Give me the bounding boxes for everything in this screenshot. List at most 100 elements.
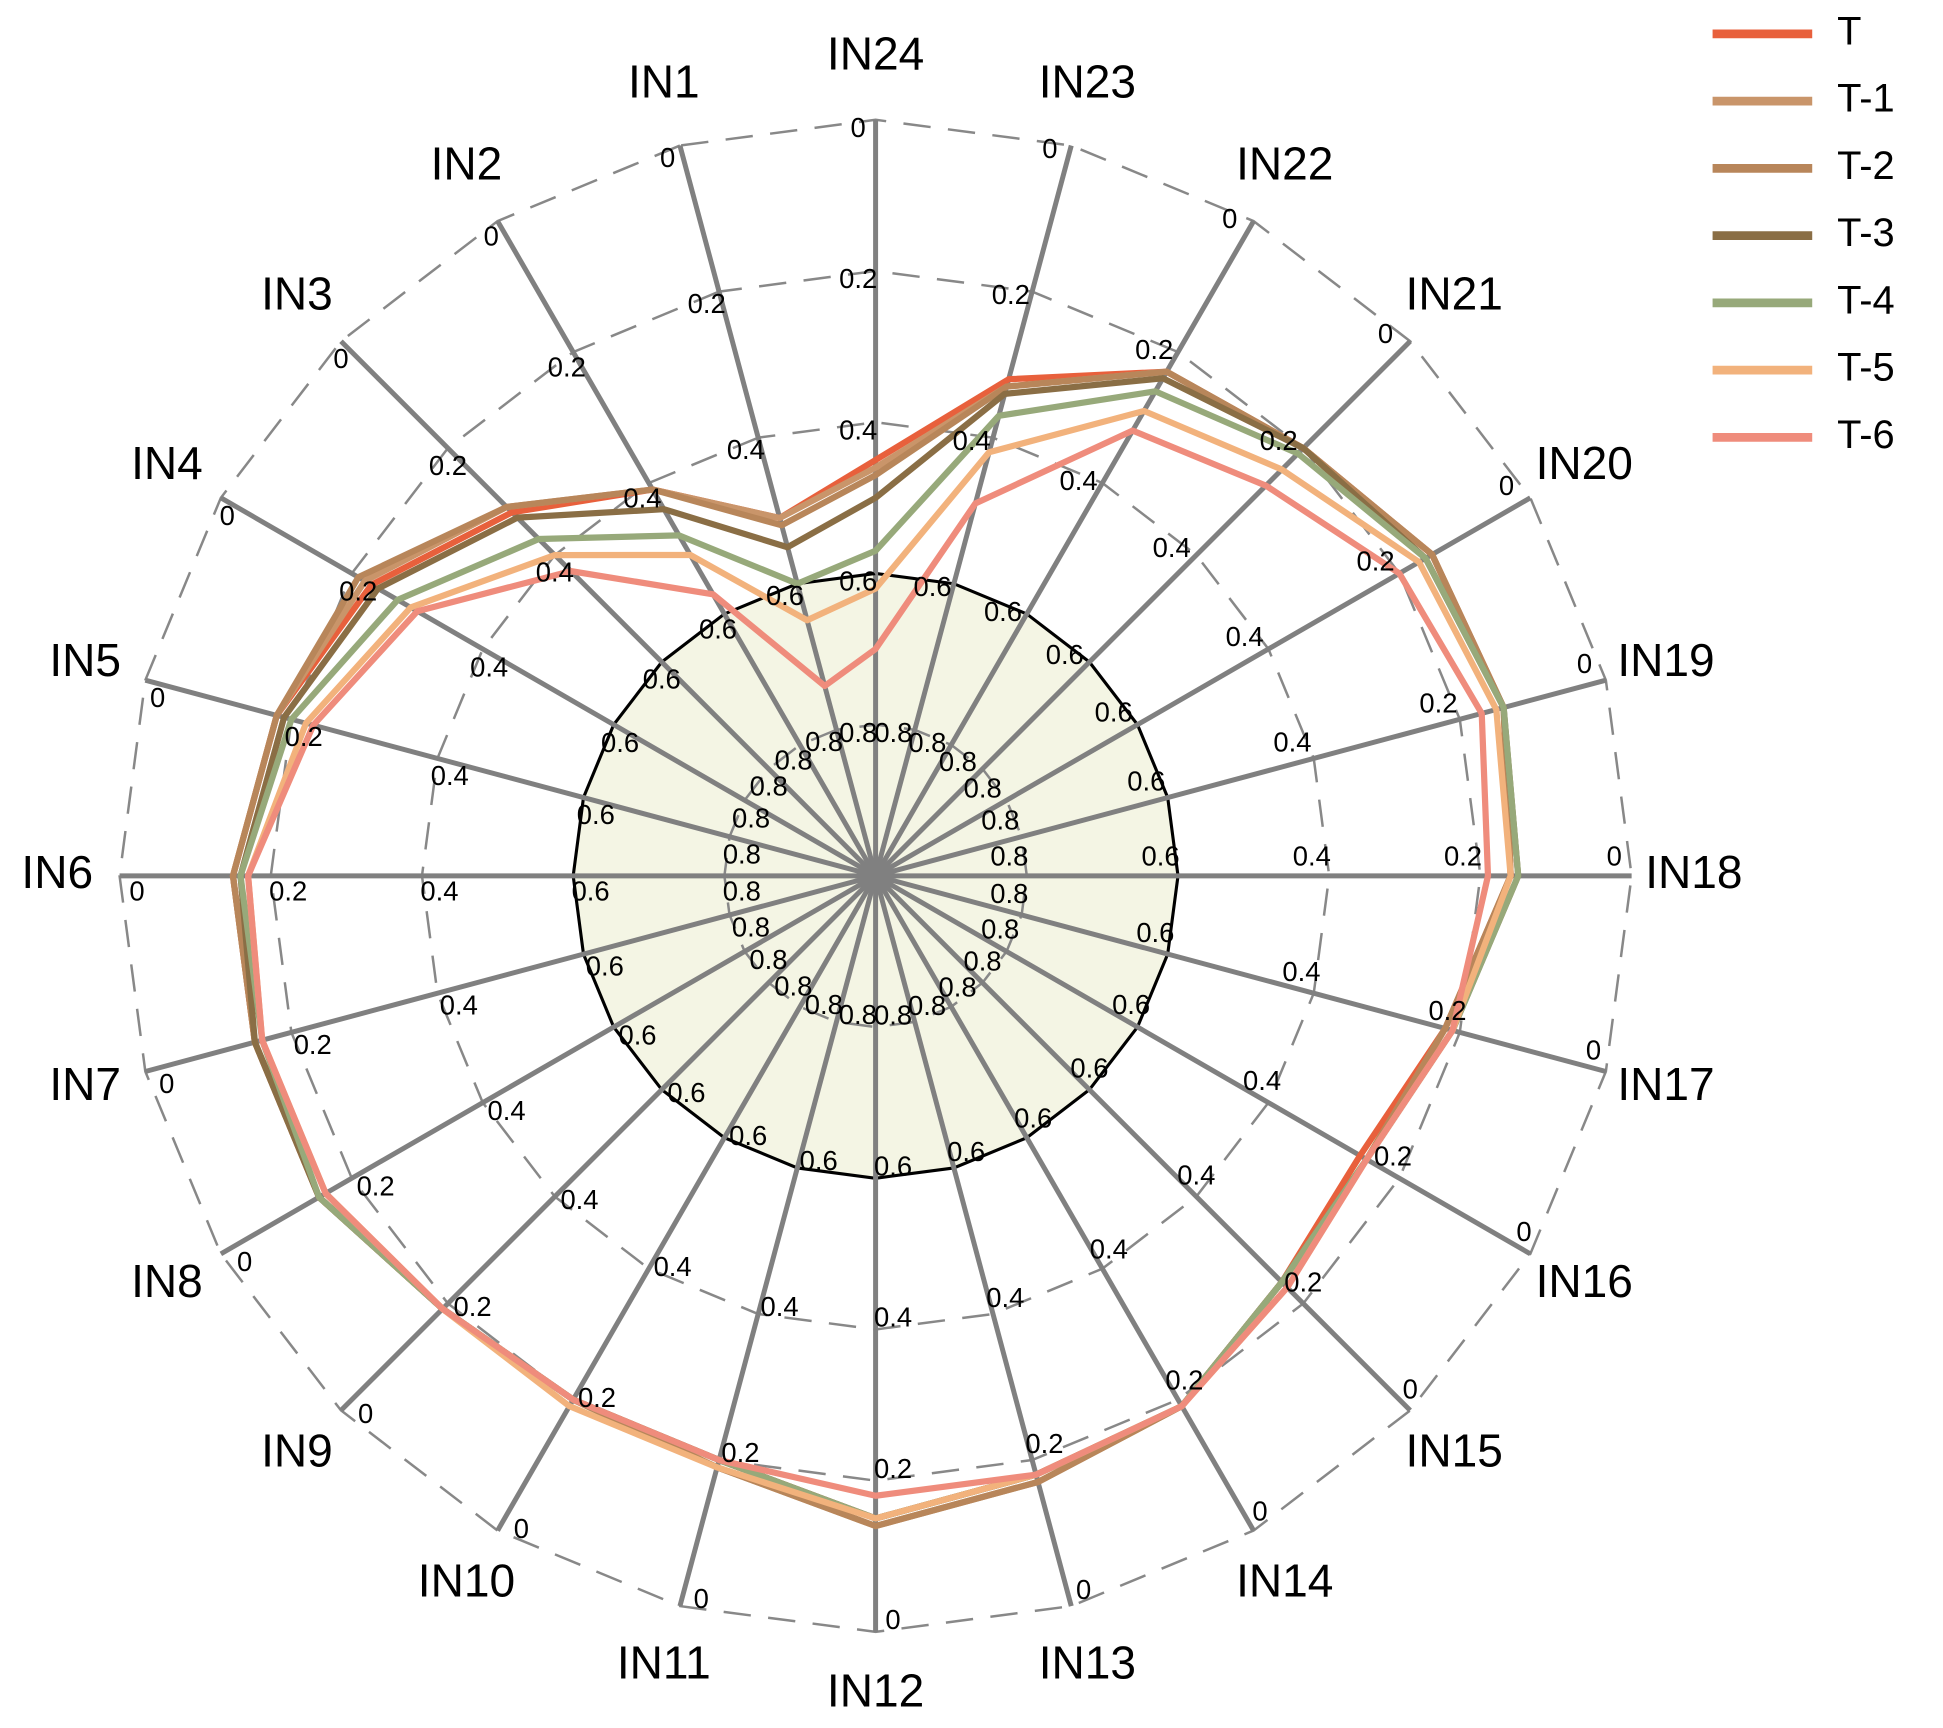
axis-line [339,874,878,1413]
r-tick-label: 0.6 [618,1019,656,1050]
category-label: IN13 [1039,1636,1136,1688]
r-tick-label: 0.2 [1444,841,1482,872]
r-tick-label: 0.4 [560,1184,598,1215]
legend-label: T-1 [1837,77,1895,121]
series-line [244,427,1492,1499]
r-tick-label: 0.6 [984,596,1022,627]
r-tick-label: 0.2 [454,1291,492,1322]
category-label: IN3 [261,267,333,319]
axis-line [874,873,1532,1257]
category-label: IN9 [261,1425,333,1477]
r-tick-label: 0.8 [981,805,1019,836]
r-tick-label: 0.4 [761,1291,799,1322]
category-label: IN19 [1617,634,1714,686]
category-label: IN5 [49,634,121,686]
category-label: IN15 [1406,1425,1503,1477]
r-tick-label: 0.4 [1060,465,1098,496]
r-tick-label: 0.2 [839,263,877,294]
r-tick-label: 0.6 [913,571,951,602]
category-label: IN14 [1236,1555,1333,1607]
r-tick-label: 0.4 [431,760,469,791]
r-tick-label: 0.8 [908,990,946,1021]
r-tick-label: 0.6 [766,580,804,611]
r-tick-label: 0.6 [1142,841,1180,872]
axis-line [873,874,1256,1532]
r-tick-label: 0 [851,112,866,143]
r-tick-label: 0.8 [732,911,770,942]
legend-label: T [1837,9,1861,53]
legend-label: T-4 [1837,278,1895,322]
r-tick-label: 0.8 [723,876,761,907]
category-label: IN24 [827,28,924,80]
r-tick-label: 0.8 [749,944,787,975]
r-tick-label: 0 [358,1398,373,1429]
r-tick-label: 0.8 [723,838,761,869]
r-tick-label: 0 [1499,470,1514,501]
r-tick-label: 0.8 [775,744,813,775]
r-tick-label: 0.2 [688,288,726,319]
r-tick-label: 0.6 [874,1151,912,1182]
r-tick-label: 0.4 [654,1251,692,1282]
r-tick-label: 0.2 [339,576,377,607]
axis-line [144,873,877,1074]
axis-line [677,875,879,1607]
r-tick-label: 0.4 [839,414,877,445]
r-tick-label: 0 [150,682,165,713]
r-tick-label: 0.6 [1070,1053,1108,1084]
r-tick-label: 0.2 [1357,546,1395,577]
axis-line [339,339,878,878]
r-tick-label: 0.8 [774,970,812,1001]
r-tick-label: 0.4 [1153,532,1191,563]
category-label: IN20 [1536,437,1633,489]
r-tick-label: 0.4 [536,557,574,588]
r-tick-label: 0.4 [420,876,458,907]
r-tick-label: 0.8 [805,989,843,1020]
r-tick-label: 0 [514,1513,529,1544]
r-tick-label: 0.8 [750,771,788,802]
r-tick-label: 0.2 [269,876,307,907]
r-tick-label: 0.4 [986,1282,1024,1313]
r-tick-label: 0 [694,1583,709,1614]
r-tick-label: 0.6 [839,566,877,597]
r-tick-label: 0 [1222,203,1237,234]
category-label: IN4 [131,437,203,489]
r-tick-label: 0.6 [601,727,639,758]
r-tick-label: 0 [484,221,499,252]
r-tick-label: 0.6 [1095,697,1133,728]
r-tick-label: 0 [1516,1216,1531,1247]
r-tick-label: 0.8 [939,746,977,777]
r-tick-label: 0.2 [1374,1140,1412,1171]
r-tick-label: 0 [159,1068,174,1099]
r-tick-label: 0 [660,142,675,173]
r-tick-label: 0.8 [874,717,912,748]
axis-line [495,874,878,1532]
r-tick-label: 0.2 [429,450,467,481]
r-tick-label: 0.2 [992,279,1030,310]
r-tick-label: 0.6 [1112,989,1150,1020]
r-tick-label: 0 [1252,1495,1267,1526]
r-tick-label: 0.6 [947,1136,985,1167]
r-tick-label: 0.4 [874,1302,912,1333]
r-tick-label: 0.6 [586,951,624,982]
category-label: IN1 [628,56,700,108]
r-tick-label: 0.6 [1046,639,1084,670]
r-tick-label: 0 [1607,841,1622,872]
category-label: IN18 [1645,846,1742,898]
r-tick-label: 0.2 [1428,995,1466,1026]
legend-label: T-2 [1837,144,1895,188]
category-label: IN10 [418,1555,515,1607]
r-tick-label: 0.4 [1273,726,1311,757]
r-tick-label: 0.8 [908,727,946,758]
category-label: IN21 [1406,267,1503,319]
r-tick-label: 0 [885,1604,900,1635]
r-tick-label: 0 [1403,1373,1418,1404]
r-tick-label: 0 [333,343,348,374]
r-tick-label: 0 [1042,133,1057,164]
axis-line [873,874,1412,1413]
axis-line [873,339,1412,878]
r-tick-label: 0.6 [667,1077,705,1108]
r-tick-label: 0 [237,1246,252,1277]
category-label: IN23 [1039,56,1136,108]
r-tick-label: 0.4 [1293,841,1331,872]
